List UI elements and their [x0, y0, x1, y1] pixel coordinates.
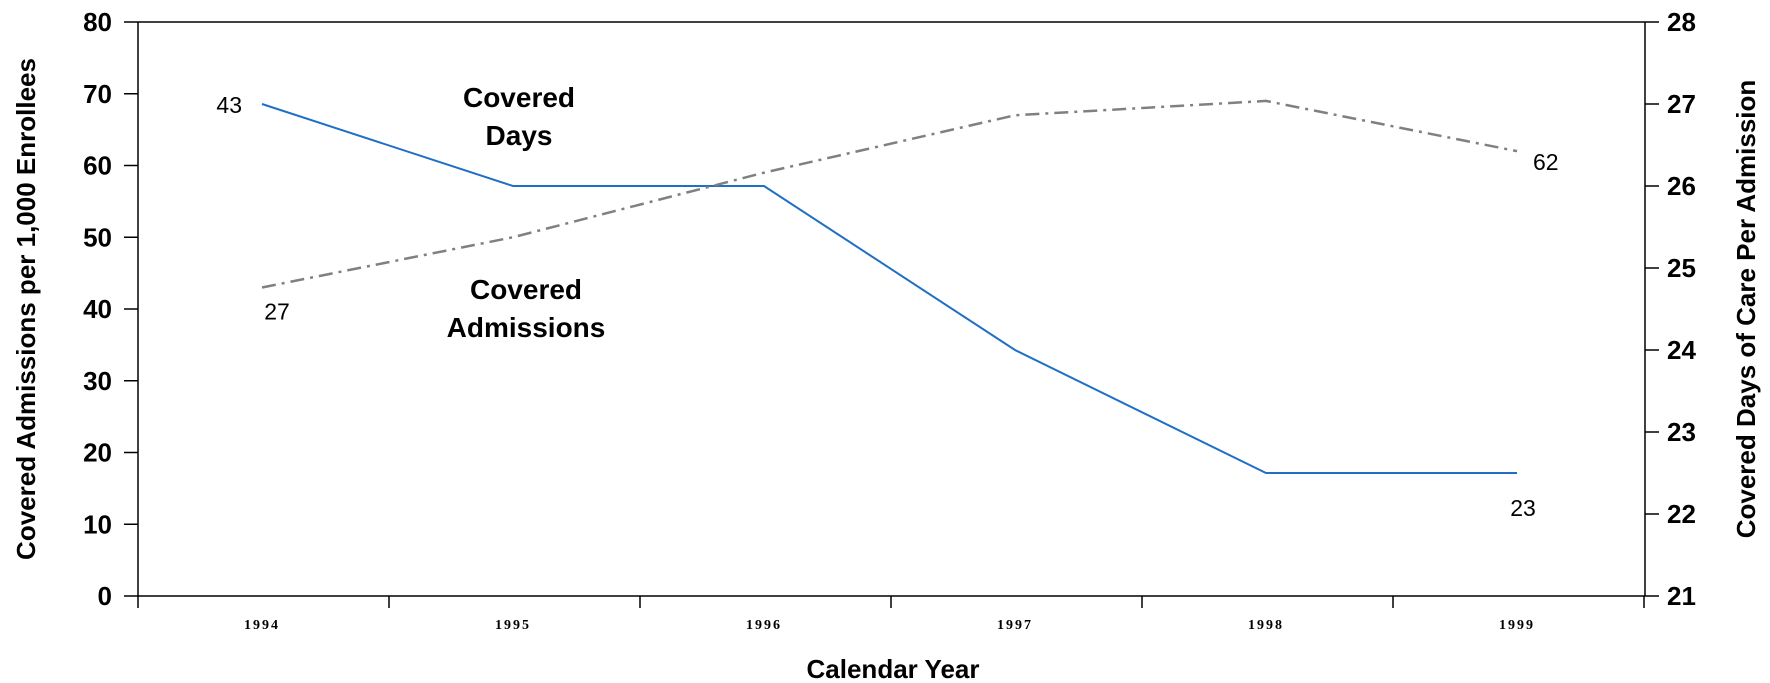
- left-tick-label: 30: [83, 366, 112, 396]
- left-tick-label: 70: [83, 79, 112, 109]
- left-tick-label: 10: [83, 509, 112, 539]
- left-tick-label: 0: [98, 581, 112, 611]
- x-tick-label: 1999: [1499, 618, 1535, 633]
- left-tick-label: 20: [83, 438, 112, 468]
- x-ticks: 1994 1995 1996 1997 1998 1999: [137, 596, 1645, 633]
- x-axis-title: Calendar Year: [807, 654, 980, 683]
- x-tick-label: 1997: [997, 618, 1033, 633]
- left-axis-title: Covered Admissions per 1,000 Enrollees: [11, 58, 41, 560]
- left-y-ticks: 0 10 20 30 40 50 60 70 80: [83, 7, 138, 611]
- covered-admissions-data-label: 62: [1533, 149, 1559, 175]
- x-tick-label: 1995: [495, 618, 531, 633]
- left-tick-label: 50: [83, 222, 112, 252]
- x-tick-label: 1996: [746, 618, 782, 633]
- covered-admissions-data-label: 27: [264, 298, 290, 324]
- right-axis-title: Covered Days of Care Per Admission: [1731, 80, 1761, 539]
- right-y-ticks: 21 22 23 24 25 26 27 28: [1645, 7, 1696, 611]
- covered-days-series-label: Covered Days: [463, 82, 575, 151]
- right-tick-label: 24: [1667, 335, 1696, 365]
- right-tick-label: 22: [1667, 499, 1696, 529]
- covered-admissions-series-label: Covered Admissions: [447, 274, 606, 343]
- covered-days-line: [261, 103, 1517, 474]
- right-tick-label: 26: [1667, 171, 1696, 201]
- covered-admissions-line: [261, 99, 1518, 289]
- left-tick-label: 80: [83, 7, 112, 37]
- right-tick-label: 25: [1667, 253, 1696, 283]
- covered-days-data-label: 23: [1510, 495, 1536, 521]
- right-tick-label: 27: [1667, 89, 1696, 119]
- series-layer: [261, 99, 1518, 474]
- x-tick-label: 1998: [1248, 618, 1284, 633]
- labels-layer: Covered Days Covered Admissions 43 23 27 62: [216, 82, 1558, 521]
- right-tick-label: 21: [1667, 581, 1696, 611]
- covered-days-data-label: 43: [216, 92, 242, 118]
- right-tick-label: 23: [1667, 417, 1696, 447]
- x-tick-label: 1994: [244, 618, 280, 633]
- right-tick-label: 28: [1667, 7, 1696, 37]
- left-tick-label: 60: [83, 151, 112, 181]
- left-tick-label: 40: [83, 294, 112, 324]
